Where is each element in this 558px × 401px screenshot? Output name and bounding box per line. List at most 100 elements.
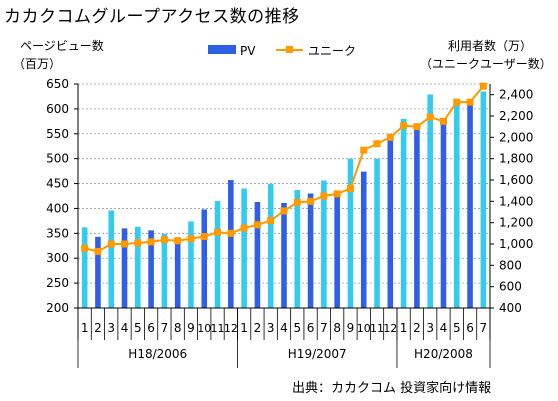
right-tick-label: 2,000 — [499, 130, 533, 144]
x-tick-label: 3 — [107, 321, 115, 335]
group-label: H20/2008 — [414, 347, 473, 361]
right-tick-label: 1,200 — [499, 216, 533, 230]
right-tick-label: 2,200 — [499, 109, 533, 123]
x-tick-label: 5 — [453, 321, 461, 335]
pv-bar — [161, 233, 168, 308]
x-tick-label: 8 — [333, 321, 341, 335]
left-tick-label: 650 — [46, 77, 69, 91]
pv-bar — [294, 190, 301, 308]
unique-marker — [400, 122, 408, 130]
right-tick-label: 800 — [499, 258, 522, 272]
unique-marker — [360, 146, 368, 154]
left-tick-label: 550 — [46, 127, 69, 141]
chart-title: カカクコムグループアクセス数の推移 — [4, 7, 300, 27]
unique-marker — [466, 98, 474, 106]
right-tick-label: 1,600 — [499, 173, 533, 187]
pv-bar — [374, 158, 380, 308]
pv-bar — [148, 230, 154, 308]
left-tick-label: 350 — [46, 226, 69, 240]
x-tick-label: 6 — [147, 321, 155, 335]
x-tick-label: 5 — [293, 321, 301, 335]
x-tick-label: 1 — [240, 321, 248, 335]
pv-bar — [241, 188, 247, 308]
unique-marker — [240, 224, 248, 232]
pv-bar — [135, 226, 141, 308]
x-tick-label: 4 — [440, 321, 448, 335]
x-tick-label: 6 — [466, 321, 474, 335]
unique-marker — [426, 113, 434, 121]
unique-marker — [413, 123, 421, 131]
pv-bar — [174, 237, 181, 308]
pv-bar — [307, 193, 314, 308]
x-tick-label: 2 — [94, 321, 102, 335]
pv-bar — [400, 118, 407, 308]
pv-bar — [467, 102, 473, 308]
left-tick-label: 600 — [46, 102, 69, 116]
pv-bar — [334, 194, 340, 308]
unique-marker — [81, 244, 89, 252]
right-tick-label: 400 — [499, 301, 522, 315]
x-tick-label: 12 — [224, 322, 238, 335]
x-tick-label: 7 — [161, 321, 169, 335]
unique-marker — [200, 233, 208, 241]
x-tick-label: 11 — [211, 322, 225, 335]
pv-bar — [440, 123, 447, 308]
x-tick-label: 4 — [280, 321, 288, 335]
pv-bar — [254, 201, 261, 308]
left-tick-label: 500 — [46, 152, 69, 166]
x-tick-label: 10 — [357, 322, 371, 335]
x-tick-label: 4 — [121, 321, 129, 335]
pv-bar — [480, 91, 487, 308]
axis-labels: 200 250 300 350 400 450 500 550 600 650 400 600 800 1… — [46, 77, 533, 361]
legend-pv-swatch — [208, 45, 236, 54]
unique-marker — [121, 240, 129, 248]
pv-bar — [453, 103, 460, 309]
pv-bar — [228, 180, 234, 308]
left-tick-label: 200 — [46, 301, 69, 315]
unique-marker — [253, 221, 261, 229]
unique-marker — [174, 237, 182, 245]
source-note: 出典：カカクコム 投資家向け情報 — [292, 381, 492, 396]
right-tick-label: 2,400 — [499, 88, 533, 102]
x-tick-label: 10 — [197, 322, 211, 335]
pv-bar — [267, 184, 274, 308]
unique-marker — [214, 228, 222, 236]
unique-marker — [134, 239, 142, 247]
right-axis-label-line2: （ユニークユーザー数） — [420, 56, 552, 71]
pv-bar — [81, 227, 88, 308]
pv-bar — [414, 126, 420, 308]
x-tick-label: 9 — [347, 321, 355, 335]
x-tick-label: 8 — [174, 321, 182, 335]
left-axis-label-line1: ページビュー数 — [20, 38, 104, 53]
group-label: H18/2006 — [128, 347, 187, 361]
right-tick-label: 1,400 — [499, 194, 533, 208]
group-label: H19/2007 — [288, 347, 347, 361]
legend-unique-marker — [286, 46, 293, 53]
legend-pv-label: PV — [240, 44, 256, 58]
left-tick-label: 400 — [46, 201, 69, 215]
unique-marker — [333, 190, 341, 198]
right-tick-label: 600 — [499, 280, 522, 294]
left-tick-label: 450 — [46, 177, 69, 191]
x-tick-label: 7 — [480, 321, 488, 335]
x-tick-label: 2 — [254, 321, 262, 335]
x-tick-label: 3 — [267, 321, 275, 335]
right-tick-label: 1,000 — [499, 237, 533, 251]
pv-bar — [387, 138, 394, 308]
axes — [74, 83, 494, 368]
unique-marker — [479, 82, 487, 90]
unique-marker — [320, 192, 328, 200]
x-tick-label: 6 — [307, 321, 315, 335]
x-tick-label: 3 — [426, 321, 434, 335]
unique-marker — [94, 247, 102, 255]
right-tick-label: 1,800 — [499, 152, 533, 166]
x-tick-label: 9 — [187, 321, 195, 335]
left-axis-label-line2: （百万） — [13, 57, 61, 71]
pv-bar — [281, 202, 287, 308]
x-tick-label: 11 — [370, 322, 384, 335]
x-tick-label: 12 — [383, 322, 397, 335]
unique-marker — [160, 236, 168, 244]
pv-bar — [347, 158, 354, 308]
right-axis-label-line1: 利用者数（万） — [448, 38, 532, 53]
